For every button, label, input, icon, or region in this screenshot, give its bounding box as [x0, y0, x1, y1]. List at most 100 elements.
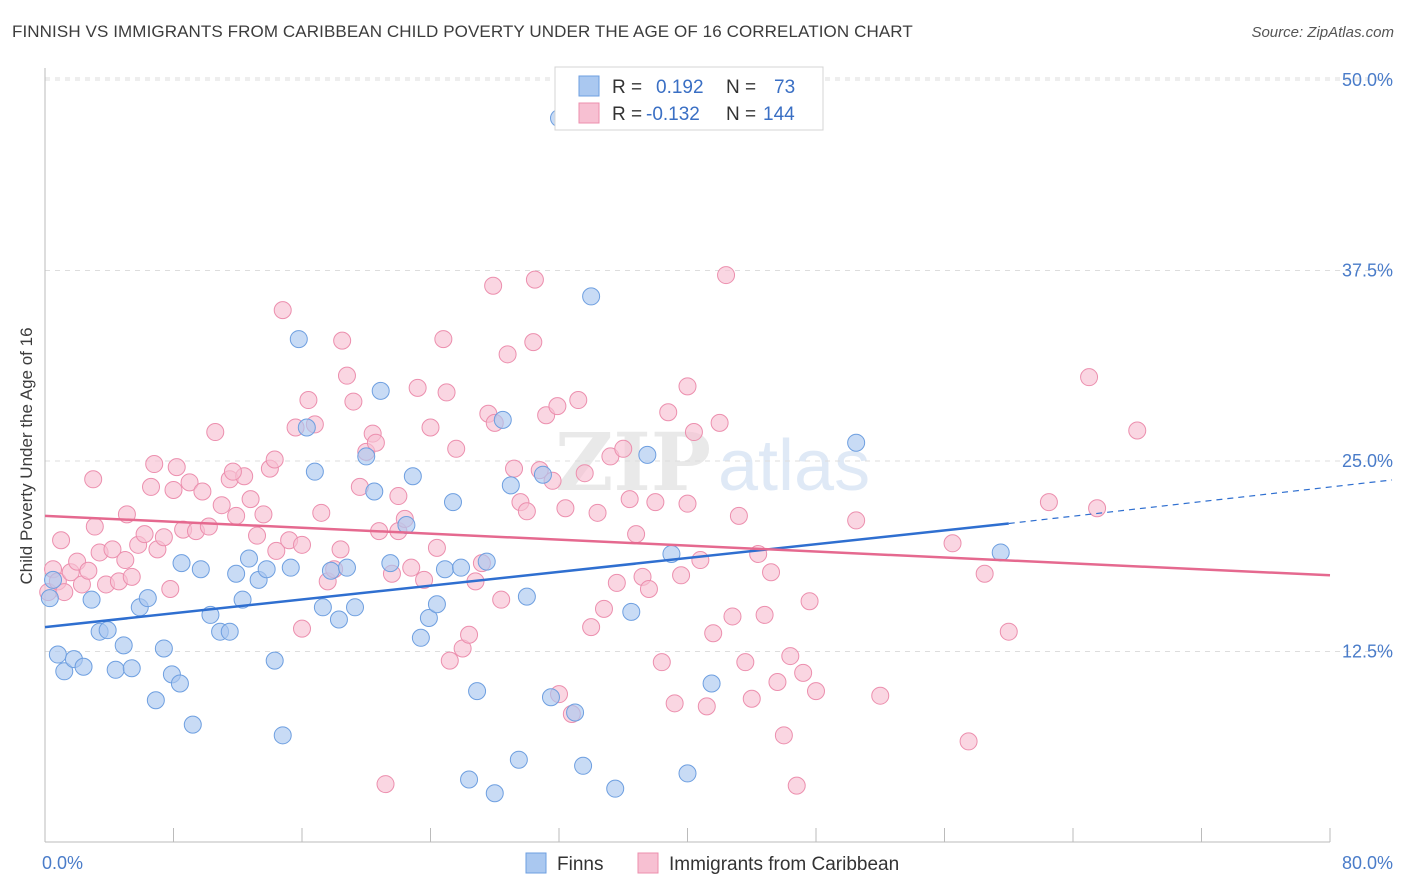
series-legend: Finns Immigrants from Caribbean	[525, 852, 899, 875]
caribbean-point-127	[1039, 493, 1058, 512]
caribbean-point-17	[142, 477, 161, 496]
finns-point-30	[273, 726, 292, 745]
caribbean-point-120	[807, 682, 825, 701]
legend-r-label-finns: R =	[612, 77, 642, 98]
legend-r-value-caribbean: -0.132	[646, 104, 700, 125]
legend-n-value-finns: 73	[774, 77, 795, 98]
caribbean-point-125	[975, 564, 994, 583]
caribbean-point-109	[736, 653, 755, 672]
caribbean-point-100	[678, 494, 697, 513]
finns-point-5	[74, 657, 93, 676]
caribbean-point-46	[331, 540, 350, 559]
finns-point-70	[678, 764, 697, 783]
caribbean-point-57	[402, 558, 421, 577]
caribbean-point-25	[193, 482, 212, 501]
finns-point-3	[55, 662, 74, 681]
caribbean-point-141	[145, 455, 164, 474]
finns-point-38	[337, 558, 356, 577]
finns-point-52	[460, 770, 479, 789]
caribbean-point-116	[781, 647, 800, 666]
caribbean-point-47	[337, 366, 356, 385]
finns-point-9	[106, 660, 125, 679]
finns-point-10	[114, 636, 133, 655]
caribbean-point-92	[627, 525, 646, 544]
finns-point-57	[501, 476, 520, 495]
caribbean-trend-line	[44, 514, 1331, 577]
finns-point-73	[847, 433, 866, 452]
caribbean-point-113	[762, 563, 781, 582]
caribbean-point-85	[582, 618, 601, 637]
caribbean-point-145	[293, 535, 311, 554]
caribbean-point-137	[164, 480, 183, 499]
finns-point-42	[371, 381, 390, 400]
caribbean-point-102	[691, 551, 710, 570]
finns-point-58	[509, 750, 528, 769]
caribbean-point-89	[607, 573, 626, 592]
caribbean-point-107	[723, 607, 742, 626]
finns-point-25	[233, 590, 252, 609]
y-tick-label-3: 50.0%	[1342, 70, 1393, 90]
caribbean-point-95	[646, 493, 665, 512]
finns-point-35	[313, 598, 332, 617]
caribbean-point-121	[847, 511, 866, 530]
y-tick-label-1: 25.0%	[1342, 451, 1393, 471]
caribbean-point-27	[206, 423, 225, 442]
caribbean-point-58	[408, 378, 427, 397]
caribbean-point-105	[710, 413, 729, 432]
caribbean-point-11	[103, 540, 122, 559]
chart-title: FINNISH VS IMMIGRANTS FROM CARIBBEAN CHI…	[12, 22, 913, 41]
caribbean-point-37	[273, 301, 292, 320]
caribbean-point-124	[959, 732, 978, 751]
finns-point-20	[191, 560, 210, 579]
caribbean-point-26	[199, 517, 218, 536]
caribbean-point-115	[774, 726, 793, 745]
caribbean-point-19	[154, 528, 173, 547]
trend-lines	[44, 479, 1393, 629]
caribbean-point-21	[167, 458, 186, 477]
caribbean-point-144	[548, 397, 567, 416]
caribbean-point-16	[135, 525, 154, 544]
caribbean-point-90	[614, 439, 633, 458]
caribbean-point-53	[376, 775, 395, 794]
caribbean-point-81	[556, 499, 575, 518]
caribbean-point-8	[84, 470, 103, 489]
caribbean-point-110	[742, 689, 761, 708]
finns-point-36	[321, 561, 340, 580]
caribbean-point-23	[180, 473, 199, 492]
caribbean-point-76	[524, 333, 543, 352]
finns-point-41	[365, 482, 384, 501]
caribbean-point-87	[594, 599, 613, 618]
caribbean-point-14	[122, 567, 141, 586]
caribbean-point-104	[704, 624, 723, 643]
caribbean-point-7	[79, 561, 98, 580]
finns-point-28	[257, 560, 276, 579]
caribbean-point-146	[366, 433, 385, 452]
legend-n-label-finns: N =	[726, 77, 756, 98]
finns-point-66	[606, 779, 625, 798]
finns-point-26	[239, 549, 258, 568]
caribbean-point-91	[620, 490, 639, 509]
caribbean-point-36	[267, 541, 286, 560]
caribbean-point-34	[254, 505, 273, 524]
legend-n-value-caribbean: 144	[763, 104, 795, 125]
finns-point-39	[346, 598, 365, 617]
caribbean-point-133	[484, 276, 503, 295]
caribbean-point-101	[684, 423, 703, 442]
finns-point-40	[357, 447, 376, 466]
caribbean-point-40	[293, 619, 311, 638]
caribbean-point-71	[492, 590, 511, 609]
bottom-legend-swatch-caribbean	[637, 852, 659, 874]
caribbean-point-62	[434, 330, 453, 349]
finns-point-17	[170, 674, 189, 693]
finns-point-29	[265, 651, 284, 670]
caribbean-point-123	[943, 534, 962, 553]
caribbean-point-96	[652, 653, 671, 672]
caribbean-point-73	[505, 459, 524, 478]
legend-swatch-caribbean	[578, 102, 600, 124]
finns-trend-extension	[1008, 479, 1393, 525]
finns-point-14	[146, 691, 165, 710]
caribbean-point-106	[717, 266, 736, 285]
source-credit: Source: ZipAtlas.com	[1251, 24, 1394, 41]
caribbean-point-98	[665, 694, 684, 713]
